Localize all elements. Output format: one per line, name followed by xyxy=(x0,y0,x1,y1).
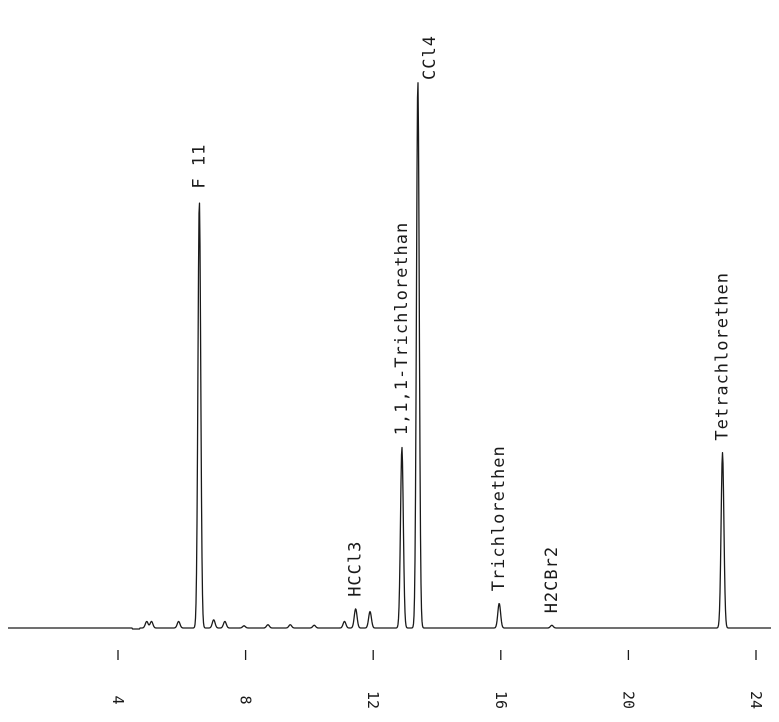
x-tick-label: 20 xyxy=(619,691,637,709)
peak-label: F 11 xyxy=(189,144,209,189)
x-tick-label: 24 xyxy=(747,691,765,709)
x-tick-label: 4 xyxy=(109,695,127,704)
peak-label: Tetrachlorethen xyxy=(713,272,733,441)
axis-layer: 4 8 12 16 20 24 xyxy=(109,650,765,709)
peak-label: HCCl3 xyxy=(346,541,366,597)
peak-label: CCl4 xyxy=(420,35,440,80)
chromatogram-trace xyxy=(7,82,772,630)
peak-label-layer: F 11 HCCl3 1,1,1-Trichlorethan CCl4 Trichlor… xyxy=(189,35,732,613)
x-tick-label: 12 xyxy=(364,691,382,709)
peak-label: 1,1,1-Trichlorethan xyxy=(392,222,412,435)
x-tick-label: 8 xyxy=(237,695,255,704)
peak-label: H2CBr2 xyxy=(542,546,562,613)
x-tick-label: 16 xyxy=(492,691,510,709)
peak-label: Trichlorethen xyxy=(489,445,509,591)
